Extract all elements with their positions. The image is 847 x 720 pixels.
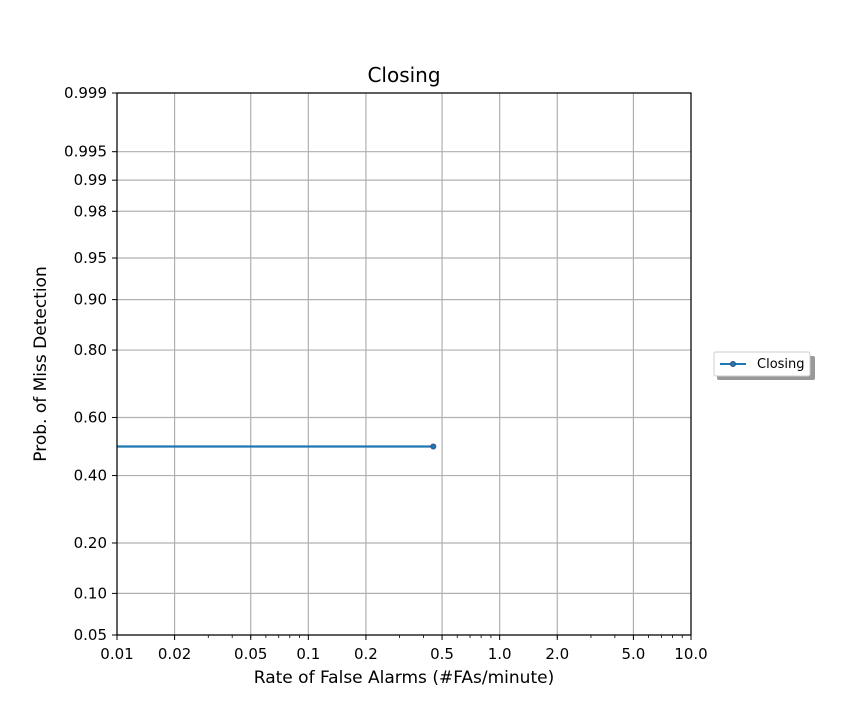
x-axis-title: Rate of False Alarms (#FAs/minute) — [254, 668, 554, 688]
series-point-closing — [430, 443, 437, 450]
legend-box — [713, 351, 811, 377]
legend: Closing — [713, 351, 815, 380]
x-tick-label: 0.5 — [430, 645, 454, 663]
y-tick-label: 0.60 — [74, 408, 107, 426]
x-tick-label: 5.0 — [621, 645, 645, 663]
y-tick-label: 0.99 — [74, 171, 107, 189]
y-tick-label: 0.80 — [74, 341, 107, 359]
y-axis-title: Prob. of Miss Detection — [31, 266, 51, 461]
legend-marker-closing — [730, 360, 737, 367]
x-tick-label: 0.1 — [296, 645, 320, 663]
chart-title: Closing — [367, 63, 440, 87]
x-tick-label: 1.0 — [488, 645, 512, 663]
series-layer — [117, 443, 437, 450]
legend-label-closing: Closing — [757, 357, 805, 372]
y-tick-label: 0.05 — [74, 626, 107, 644]
y-tick-label: 0.20 — [74, 534, 107, 552]
x-tick-label: 0.02 — [158, 645, 191, 663]
x-tick-label: 0.05 — [234, 645, 267, 663]
y-tick-label: 0.90 — [74, 291, 107, 309]
y-tick-label: 0.995 — [64, 143, 107, 161]
x-tick-label: 10.0 — [674, 645, 707, 663]
y-tick-label: 0.95 — [74, 249, 107, 267]
y-tick-label: 0.40 — [74, 467, 107, 485]
axis-ticks: 0.01 0.02 0.05 0.1 0.2 0.5 1.0 2.0 5.0 10.0 0.05 0.… — [64, 84, 708, 663]
x-tick-label: 0.2 — [354, 645, 378, 663]
x-tick-label: 2.0 — [545, 645, 569, 663]
y-tick-label: 0.10 — [74, 584, 107, 602]
y-tick-label: 0.98 — [74, 202, 107, 220]
x-tick-label: 0.01 — [100, 645, 133, 663]
y-tick-label: 0.999 — [64, 84, 107, 102]
plot-frame — [116, 92, 692, 636]
